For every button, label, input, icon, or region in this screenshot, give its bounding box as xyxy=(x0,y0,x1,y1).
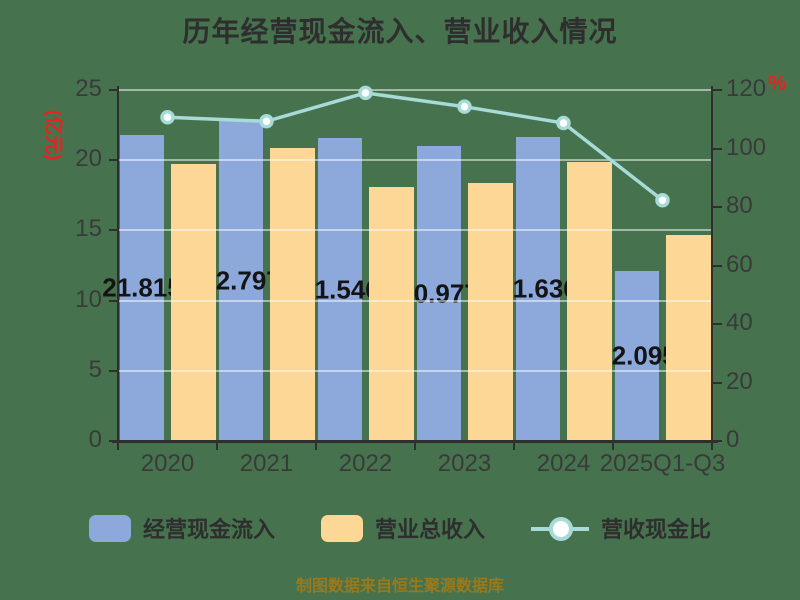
gridline xyxy=(119,229,711,232)
legend-item-cash-inflow[interactable]: 经营现金流入 xyxy=(88,512,275,544)
right-axis-tick xyxy=(713,89,722,91)
legend: 经营现金流入 营业总收入 营收现金比 xyxy=(0,512,800,544)
right-axis-tick-label: 40 xyxy=(726,309,753,336)
ratio-line-marker-icon xyxy=(531,515,589,542)
right-axis-tick xyxy=(713,147,722,150)
gridline xyxy=(119,299,711,302)
x-axis-tick xyxy=(612,442,614,450)
left-axis-tick-label: 20 xyxy=(75,145,102,173)
bar-revenue xyxy=(666,234,711,441)
left-axis-tick-label: 5 xyxy=(88,355,102,383)
x-axis-tick xyxy=(513,442,515,450)
revenue-swatch xyxy=(320,514,363,542)
bar-cash-inflow xyxy=(615,271,659,441)
x-axis-tick xyxy=(711,442,713,450)
x-axis-category-label: 2024 xyxy=(536,450,591,477)
left-axis-tick xyxy=(109,440,118,442)
legend-label-ratio: 营收现金比 xyxy=(601,517,712,542)
bar-revenue xyxy=(468,183,513,441)
x-axis-tick xyxy=(216,442,218,450)
left-axis-tick xyxy=(109,299,118,302)
data-source-note: 制图数据来自恒生聚源数据库 xyxy=(295,578,504,595)
left-axis-tick-label: 25 xyxy=(75,75,102,102)
legend-label-cash-inflow: 经营现金流入 xyxy=(142,517,275,542)
gridline xyxy=(119,369,711,372)
x-axis-category-label: 2025Q1-Q3 xyxy=(599,450,726,477)
y-axis-right-line xyxy=(711,86,713,442)
legend-item-ratio[interactable]: 营收现金比 xyxy=(531,512,711,544)
line-data-point xyxy=(457,99,472,114)
right-axis-tick-label: 60 xyxy=(726,250,753,278)
right-axis-tick-label: 20 xyxy=(726,367,753,395)
x-axis-category-label: 2023 xyxy=(437,450,492,477)
right-axis-tick-label: 0 xyxy=(726,426,740,453)
line-data-point xyxy=(160,109,175,125)
legend-label-revenue: 营业总收入 xyxy=(374,517,485,542)
right-axis-tick xyxy=(713,440,722,442)
left-axis-tick xyxy=(109,229,118,232)
bar-revenue xyxy=(270,148,315,441)
chart-title: 历年经营现金流入、营业收入情况 xyxy=(182,16,618,47)
gridline xyxy=(119,89,711,91)
right-axis-tick xyxy=(713,381,722,384)
x-axis-category-label: 2021 xyxy=(239,450,294,477)
right-axis-tick xyxy=(713,206,722,208)
bar-value-label: 21.815 xyxy=(102,272,182,303)
left-axis-tick-label: 15 xyxy=(75,215,102,243)
line-data-point xyxy=(556,115,571,131)
right-axis-tick xyxy=(713,264,722,267)
x-axis-category-label: 2020 xyxy=(140,450,195,477)
x-axis-line xyxy=(112,440,718,443)
cash-inflow-swatch xyxy=(88,514,131,542)
y-axis-left-line xyxy=(117,86,119,442)
left-axis-tick xyxy=(109,369,118,372)
gridline xyxy=(119,159,711,162)
x-axis-category-label: 2022 xyxy=(338,450,393,477)
bar-revenue xyxy=(369,186,414,441)
right-axis-tick xyxy=(713,323,722,325)
left-axis-tick-label: 0 xyxy=(88,426,102,453)
right-axis-unit-label: % xyxy=(768,72,787,95)
x-axis-tick xyxy=(117,442,119,450)
right-axis-tick-label: 100 xyxy=(726,133,767,161)
right-axis-tick-label: 80 xyxy=(726,192,753,219)
right-axis-tick-label: 120 xyxy=(726,75,767,102)
bar-cash-inflow xyxy=(120,134,164,441)
line-data-point xyxy=(655,193,670,208)
left-axis-tick xyxy=(109,159,118,162)
bar-revenue xyxy=(171,164,216,441)
left-axis-tick xyxy=(109,89,118,91)
legend-item-revenue[interactable]: 营业总收入 xyxy=(320,512,485,544)
x-axis-tick xyxy=(414,442,416,450)
left-axis-tick-label: 10 xyxy=(75,285,102,313)
x-axis-tick xyxy=(315,442,317,450)
